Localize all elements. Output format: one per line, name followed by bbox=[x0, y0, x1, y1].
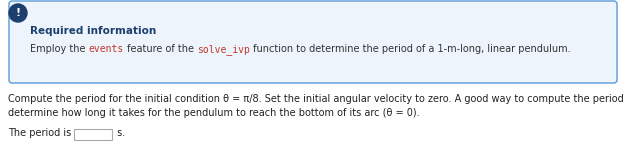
Circle shape bbox=[9, 4, 27, 22]
Text: The period is: The period is bbox=[8, 128, 74, 138]
Text: Employ the: Employ the bbox=[30, 44, 89, 54]
Text: solve_ivp: solve_ivp bbox=[197, 44, 250, 55]
Text: determine how long it takes for the pendulum to reach the bottom of its arc (θ =: determine how long it takes for the pend… bbox=[8, 108, 419, 118]
FancyBboxPatch shape bbox=[9, 1, 617, 83]
Bar bbox=[74, 129, 112, 140]
Text: Compute the period for the initial condition θ = π/8. Set the initial angular ve: Compute the period for the initial condi… bbox=[8, 94, 624, 104]
Text: !: ! bbox=[16, 8, 21, 18]
Text: Required information: Required information bbox=[30, 26, 156, 36]
Text: events: events bbox=[89, 44, 124, 54]
Text: s.: s. bbox=[114, 128, 125, 138]
Text: function to determine the period of a 1-m-long, linear pendulum.: function to determine the period of a 1-… bbox=[250, 44, 570, 54]
Text: feature of the: feature of the bbox=[124, 44, 197, 54]
